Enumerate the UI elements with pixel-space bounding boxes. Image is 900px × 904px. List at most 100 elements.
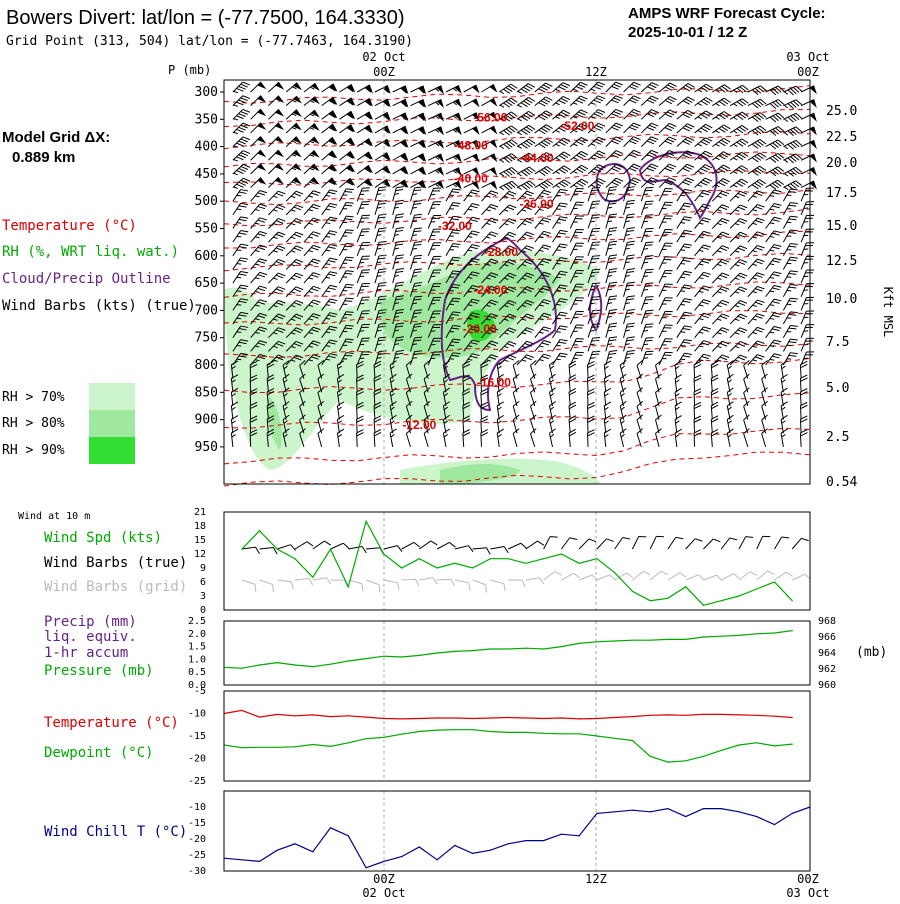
dewpoint-line-point <box>525 732 526 733</box>
dewpoint-line-point <box>294 746 295 747</box>
y-tick-label: -25 <box>188 776 206 787</box>
wind-speed-line-point <box>241 549 242 550</box>
bottom-date-label: 02 Oct <box>362 886 405 900</box>
dewpoint-line-point <box>667 762 668 763</box>
wind-speed-line-point <box>561 553 562 554</box>
dewpoint-line-point <box>437 730 438 731</box>
temperature-series <box>223 710 792 763</box>
wind-barb-true <box>703 537 720 554</box>
y-tick-label: -15 <box>188 818 206 829</box>
dewpoint-line-point <box>579 733 580 734</box>
precip-y-ticks: 0.00.51.01.52.02.5 <box>188 616 206 691</box>
wind-barb-true <box>792 536 808 553</box>
wind-barb-grid <box>774 570 792 585</box>
wind-barb-grid <box>561 572 579 586</box>
temperature-line-point <box>454 717 455 718</box>
temperature-y-ticks: -5-10-15-20-25 <box>188 686 206 787</box>
temperature-line-point <box>401 718 402 719</box>
y-tick-label: 18 <box>194 521 206 532</box>
y-tick-label: 0 <box>200 605 206 616</box>
wind-barb-grid <box>489 580 507 591</box>
windchill-line-point <box>383 861 384 862</box>
pressure-line-point <box>721 636 722 637</box>
wind-barb-true <box>473 547 491 555</box>
windchill-line-point <box>454 845 455 846</box>
temperature-line-point <box>383 718 384 719</box>
wind-barb-true <box>686 536 703 553</box>
legend-rh: RH (%, WRT liq. wat.) <box>2 244 179 260</box>
temperature-line-point <box>348 715 349 716</box>
pressure-line-point <box>525 648 526 649</box>
wind-barb-grid <box>544 570 562 586</box>
pressure-line-point <box>454 651 455 652</box>
wind-speed-line-point <box>738 595 739 596</box>
y-tick-label: -20 <box>188 834 206 845</box>
isotherm-label: -40.00 <box>454 171 488 185</box>
wind-speed-line-point <box>330 549 331 550</box>
wind-barb-true <box>242 547 260 556</box>
pressure-tick: 750 <box>195 331 218 346</box>
height-axis-label: Kft MSL <box>881 287 895 338</box>
wind-barb-true <box>561 535 577 553</box>
pressure-line-point <box>561 646 562 647</box>
wind-barb-true <box>455 545 473 556</box>
dewpoint-line-point <box>508 732 509 733</box>
pressure-line-point <box>685 639 686 640</box>
temperature-line-point <box>596 718 597 719</box>
wind-panel: Wind at 10 m Wind Spd (kts) Wind Barbs (… <box>18 507 811 616</box>
height-tick: 22.5 <box>826 130 857 145</box>
temperature-line-point <box>632 716 633 717</box>
wind-barbs-grid-label: Wind Barbs (grid) <box>44 579 187 595</box>
pressure-line-point <box>738 635 739 636</box>
pressure-line-point <box>437 652 438 653</box>
dewpoint-line-point <box>792 744 793 745</box>
wind-barb-true <box>419 539 437 554</box>
dewpoint-line-point <box>312 744 313 745</box>
height-tick: 20.0 <box>826 156 857 171</box>
wind-barb-grid <box>686 574 704 587</box>
pressure-tick: 800 <box>195 358 218 373</box>
wind-barb-grid <box>240 580 258 592</box>
precip-label: Precip (mm) <box>44 614 137 630</box>
pressure-line-point <box>277 662 278 663</box>
windchill-line-point <box>614 811 615 812</box>
windchill-line-point <box>508 843 509 844</box>
wind-barb-true <box>260 547 278 556</box>
windchill-line-point <box>721 808 722 809</box>
pressure-line-point <box>667 639 668 640</box>
wind-barb-grid <box>257 580 275 592</box>
pressure-line-point <box>348 660 349 661</box>
windchill-line-point <box>596 813 597 814</box>
pressure-tick: 900 <box>195 413 218 428</box>
wind-barb-grid <box>276 580 294 589</box>
bottom-hour-label: 00Z <box>797 872 819 886</box>
dewpoint-line-point <box>401 734 402 735</box>
windchill-line-point <box>685 816 686 817</box>
pressure-line-point <box>632 640 633 641</box>
precip-label: 1-hr accum <box>44 645 128 661</box>
wind-speed-line-point <box>508 558 509 559</box>
dewpoint-line-point <box>472 729 473 730</box>
grid-point-subtitle: Grid Point (313, 504) lat/lon = (-77.746… <box>6 34 413 49</box>
pressure-line-point <box>259 664 260 665</box>
y-tick-label: 15 <box>194 535 206 546</box>
wind-barb-true <box>632 534 646 552</box>
temperature-line-point <box>703 714 704 715</box>
y-tick-label: 968 <box>818 616 836 627</box>
wind-speed-line-point <box>401 567 402 568</box>
wind-barb-grid <box>739 570 757 586</box>
wind-speed-line-point <box>614 572 615 573</box>
pressure-line-point <box>490 648 491 649</box>
pressure-line-point <box>792 630 793 631</box>
wind-speed-label: Wind Spd (kts) <box>44 530 162 546</box>
top-date-label: 03 Oct <box>786 50 829 64</box>
windchill-line-point <box>419 846 420 847</box>
height-tick: 15.0 <box>826 219 857 234</box>
height-tick: 5.0 <box>826 381 849 396</box>
height-tick: 12.5 <box>826 254 857 269</box>
wind-speed-line-point <box>454 563 455 564</box>
temperature-line-point <box>366 717 367 718</box>
wind-barb-true <box>650 534 664 552</box>
legend-rh80-swatch <box>89 410 135 437</box>
